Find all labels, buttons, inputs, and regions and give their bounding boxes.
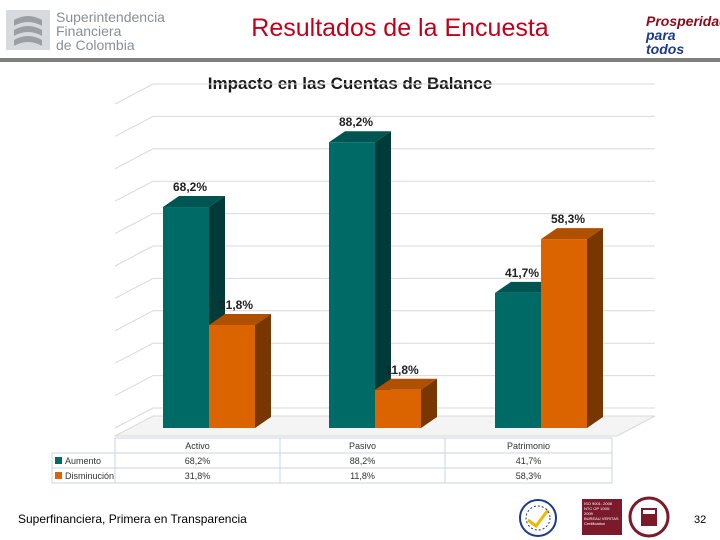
cert-line: BUREAU VERITAS [584,516,619,521]
legend-label: Disminución [65,471,114,481]
bar-side [255,313,271,428]
bar [163,207,209,428]
bar-side [587,228,603,428]
cert-line: Certification [584,521,606,526]
bar-top [375,378,437,390]
gridline [114,148,154,170]
bar [541,239,587,428]
page-number: 32 [694,514,707,526]
bar [209,324,255,428]
bar-side [375,131,391,428]
table-value: 11,8% [350,471,375,481]
data-label: 68,2% [173,180,207,194]
category-label: Patrimonio [507,441,550,451]
bar-side [421,378,437,428]
legend-label: Aumento [65,456,101,466]
bar-top [541,228,603,240]
slide-title: Resultados de la Encuesta [251,14,549,42]
category-label: Activo [185,441,210,451]
gridline [114,277,154,299]
gridline [114,213,154,235]
gridline [114,115,154,137]
org-name-line: Superintendencia [56,9,165,25]
table-value: 41,7% [516,456,542,466]
bar-top [163,196,225,208]
slogan-line: Prosperidad [646,13,720,29]
icontec-seal-icon [519,499,557,537]
slogan-logo: Prosperidad para todos [646,13,720,57]
cert-line: NTC GP 1000: 2009 [584,506,611,516]
data-label: 31,8% [219,298,253,312]
bar-chart: 68,2% 31,8% 88,2% 11,8% 41,7% 58,3% Activo Pasi… [51,83,656,484]
gridline [114,310,154,332]
legend-swatch [55,457,62,464]
data-label: 58,3% [551,212,585,226]
legend-swatch [55,472,62,479]
superfinanciera-logo [6,10,50,50]
data-label: 88,2% [339,115,373,129]
bar [375,389,421,428]
gridline [114,83,154,105]
bureau-veritas-seal-icon [628,496,670,538]
org-name: Superintendencia Financiera de Colombia [56,10,165,52]
certification-badge: ISO 9001: 2008 NTC GP 1000: 2009 BUREAU … [582,499,622,535]
footer-text: Superfinanciera, Primera en Transparenci… [18,512,247,526]
bar-top [329,131,391,143]
gridline [114,407,154,429]
gridline [114,342,154,364]
bar [495,292,541,428]
data-label: 41,7% [505,266,539,280]
cert-line: ISO 9001: 2008 [584,501,613,506]
table-value: 31,8% [185,471,211,481]
slogan-line: para todos [646,27,685,57]
org-name-line: Financiera [56,23,122,39]
org-name-line: de Colombia [56,37,135,53]
data-label: 11,8% [385,363,419,377]
table-value: 88,2% [350,456,376,466]
bar [329,142,375,428]
gridline [114,245,154,267]
bar-top [209,313,271,325]
header-rule [0,58,720,62]
gridline [114,375,154,397]
table-value: 58,3% [516,471,542,481]
gridline [114,180,154,202]
category-label: Pasivo [349,441,376,451]
table-value: 68,2% [185,456,211,466]
